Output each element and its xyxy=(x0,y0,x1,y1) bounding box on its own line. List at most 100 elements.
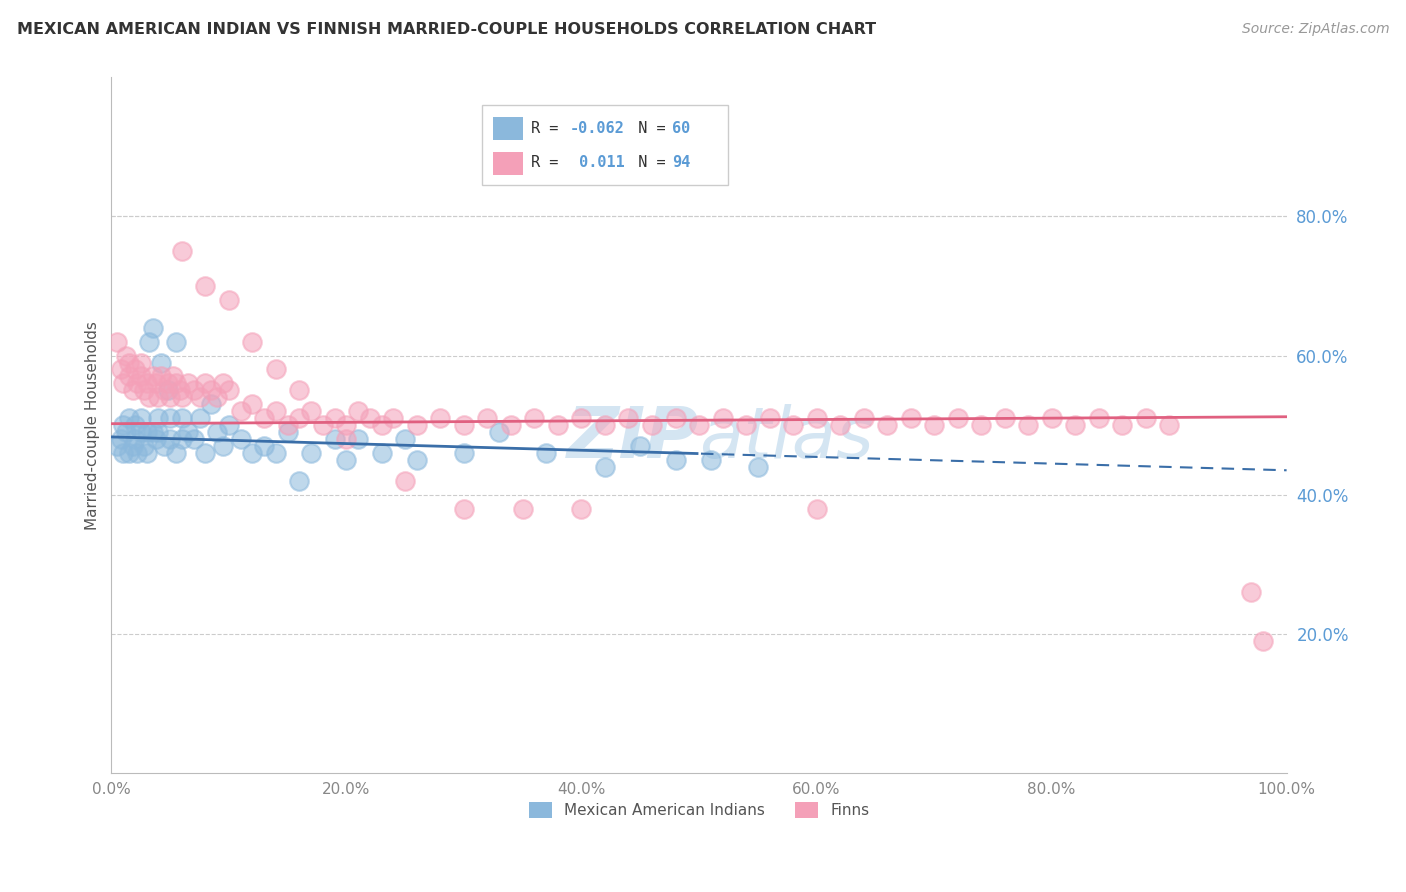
Point xyxy=(628,439,651,453)
Point xyxy=(170,432,193,446)
Point xyxy=(664,411,686,425)
FancyBboxPatch shape xyxy=(482,105,728,186)
Point xyxy=(194,279,217,293)
Point xyxy=(138,334,160,349)
Point xyxy=(512,501,534,516)
Point xyxy=(288,474,311,488)
Point xyxy=(253,439,276,453)
Point xyxy=(194,376,217,391)
Point xyxy=(1040,411,1063,425)
Point xyxy=(134,384,156,398)
Point xyxy=(1251,633,1274,648)
Point xyxy=(112,376,135,391)
Point xyxy=(118,446,141,460)
Point xyxy=(488,425,510,439)
Point xyxy=(121,439,143,453)
Point xyxy=(370,446,392,460)
Point xyxy=(212,439,235,453)
Point xyxy=(335,432,357,446)
Point xyxy=(124,362,146,376)
Point xyxy=(118,369,141,384)
Point xyxy=(212,376,235,391)
Point xyxy=(876,418,898,433)
Point xyxy=(229,432,252,446)
Text: atlas: atlas xyxy=(699,404,873,474)
Point xyxy=(547,418,569,433)
Point xyxy=(165,446,187,460)
Point xyxy=(159,432,181,446)
Point xyxy=(153,439,176,453)
Point xyxy=(159,390,181,404)
Point xyxy=(394,474,416,488)
Point xyxy=(141,320,163,334)
Point xyxy=(946,411,969,425)
Point xyxy=(205,425,228,439)
Point xyxy=(806,501,828,516)
Point xyxy=(347,432,370,446)
Point xyxy=(105,334,128,349)
Point xyxy=(617,411,640,425)
Text: MEXICAN AMERICAN INDIAN VS FINNISH MARRIED-COUPLE HOUSEHOLDS CORRELATION CHART: MEXICAN AMERICAN INDIAN VS FINNISH MARRI… xyxy=(17,22,876,37)
Point xyxy=(288,384,311,398)
Point xyxy=(162,369,184,384)
Point xyxy=(141,369,163,384)
Point xyxy=(112,418,135,433)
Point xyxy=(852,411,875,425)
Point xyxy=(165,376,187,391)
Text: N =: N = xyxy=(620,155,675,170)
Point xyxy=(242,446,264,460)
Point xyxy=(370,418,392,433)
Point xyxy=(124,418,146,433)
Point xyxy=(312,418,335,433)
Point xyxy=(523,411,546,425)
Point xyxy=(394,432,416,446)
Point xyxy=(165,334,187,349)
Point xyxy=(922,418,945,433)
Point xyxy=(406,418,429,433)
Point xyxy=(1111,418,1133,433)
Point xyxy=(323,432,346,446)
Point xyxy=(145,376,167,391)
Point xyxy=(1157,418,1180,433)
Point xyxy=(335,418,357,433)
Point xyxy=(148,390,170,404)
Point xyxy=(145,432,167,446)
Point xyxy=(277,425,299,439)
Point xyxy=(993,411,1015,425)
Point xyxy=(782,418,804,433)
Point xyxy=(124,432,146,446)
Point xyxy=(118,355,141,369)
Point xyxy=(335,453,357,467)
Text: R =: R = xyxy=(531,120,568,136)
Point xyxy=(264,404,287,418)
Point xyxy=(205,390,228,404)
Text: N =: N = xyxy=(620,120,675,136)
Point xyxy=(641,418,664,433)
Point xyxy=(499,418,522,433)
Point xyxy=(218,384,240,398)
Point xyxy=(571,501,593,516)
Point xyxy=(1017,418,1039,433)
FancyBboxPatch shape xyxy=(494,117,523,140)
Point xyxy=(264,362,287,376)
Point xyxy=(118,411,141,425)
Point xyxy=(593,418,616,433)
Point xyxy=(534,446,557,460)
Point xyxy=(1064,418,1087,433)
Point xyxy=(218,293,240,307)
Point xyxy=(277,418,299,433)
Point xyxy=(135,376,157,391)
Text: Source: ZipAtlas.com: Source: ZipAtlas.com xyxy=(1241,22,1389,37)
Point xyxy=(453,501,475,516)
Point xyxy=(1135,411,1157,425)
Point xyxy=(299,446,322,460)
Text: -0.062: -0.062 xyxy=(569,120,624,136)
Point xyxy=(149,355,172,369)
Point xyxy=(169,384,191,398)
Point xyxy=(593,459,616,474)
Point xyxy=(177,376,200,391)
Text: R =: R = xyxy=(531,155,568,170)
Point xyxy=(688,418,710,433)
Point xyxy=(134,439,156,453)
Text: 94: 94 xyxy=(672,155,690,170)
